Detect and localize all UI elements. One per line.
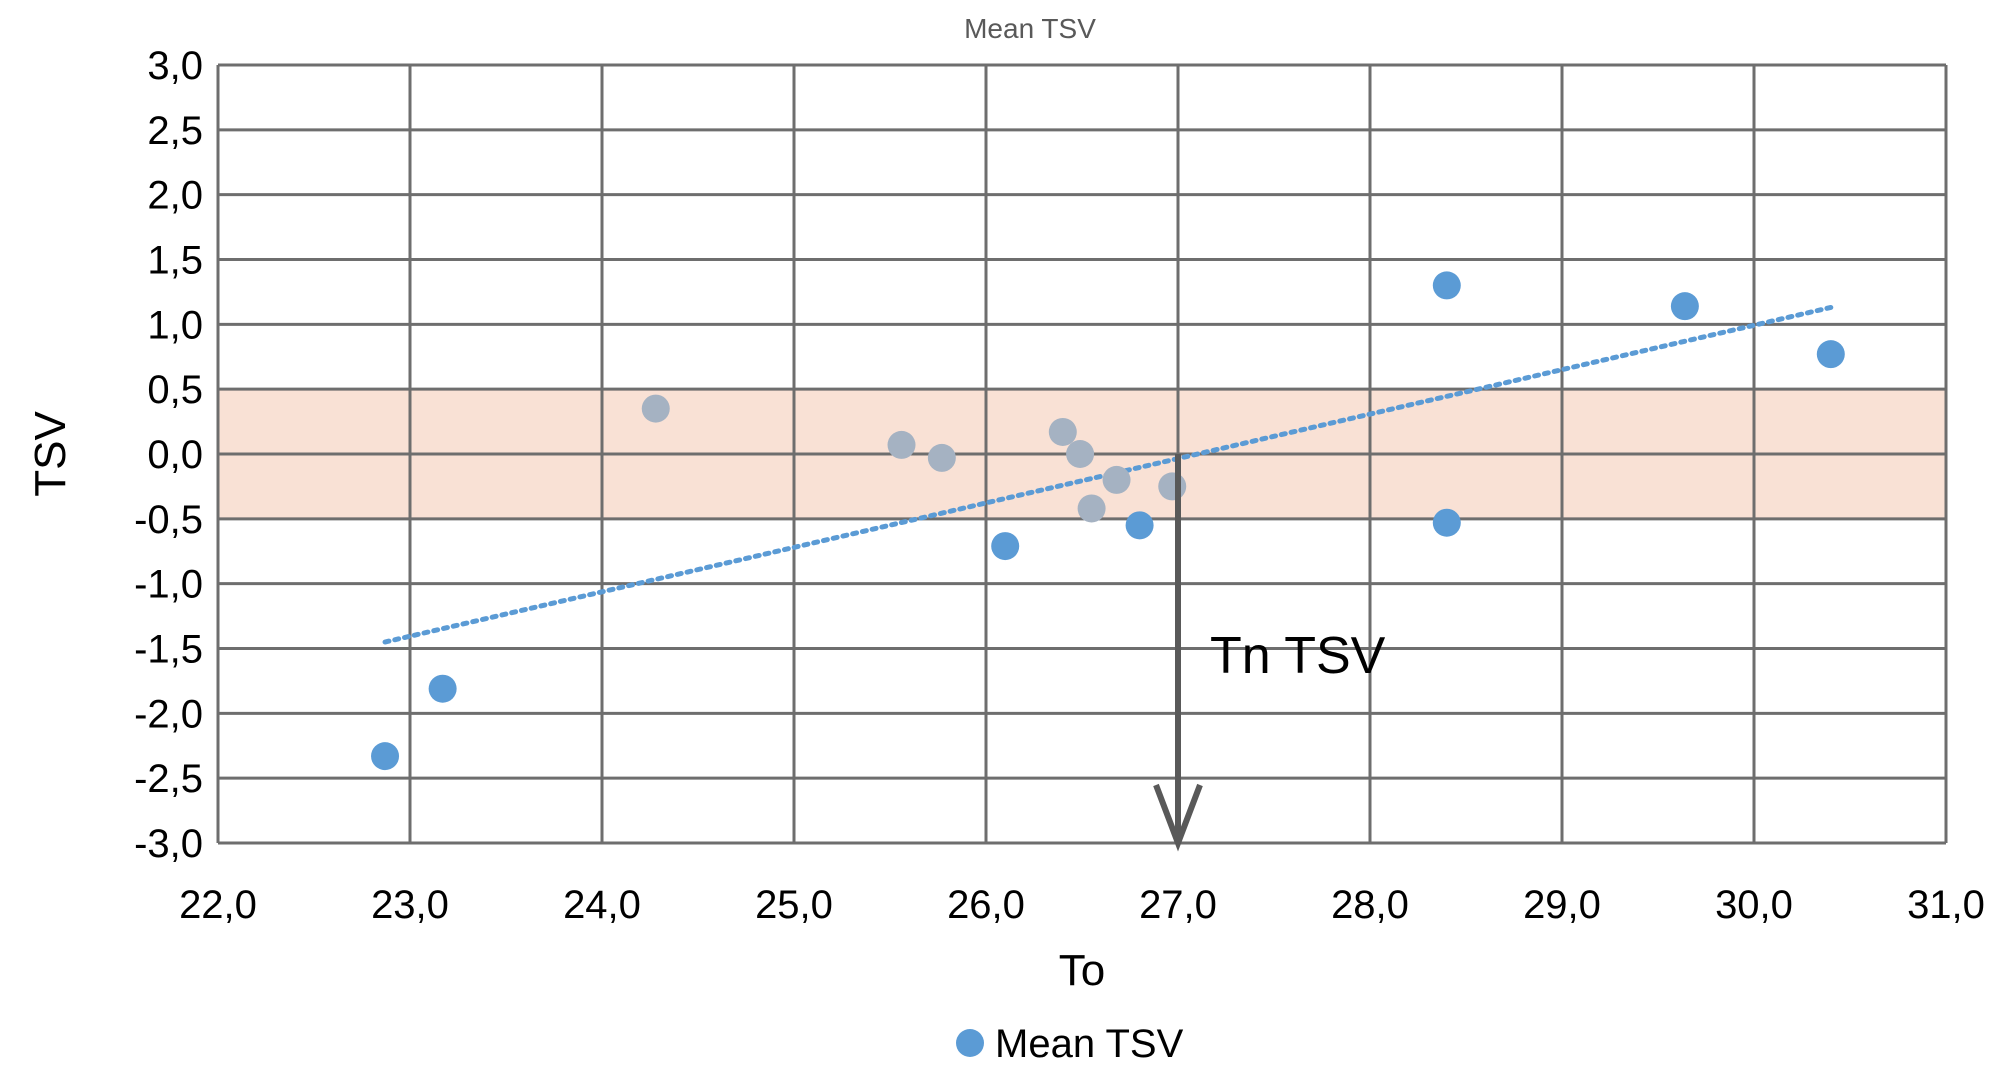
y-tick-label: -1,0 [134,563,203,607]
x-axis-label: To [1059,946,1105,995]
data-point [428,674,457,703]
x-tick-label: 24,0 [563,883,641,927]
data-point [1066,440,1095,468]
legend-marker [956,1029,984,1057]
data-point [1048,417,1077,446]
x-tick-label: 31,0 [1907,883,1985,927]
data-point [1125,511,1154,540]
legend-label: Mean TSV [995,1022,1184,1066]
data-point [371,742,400,771]
data-point [1670,292,1699,321]
data-point [1077,494,1106,523]
data-point [1816,340,1845,369]
y-tick-label: -3,0 [134,822,203,866]
x-tick-label: 29,0 [1523,883,1601,927]
y-tick-label: 2,0 [147,174,203,218]
y-tick-label: 1,5 [147,239,203,283]
y-tick-label: 0,0 [147,433,203,477]
tn-annotation: Tn TSV [1210,627,1386,685]
y-tick-label: -0,5 [134,498,203,542]
x-tick-label: 23,0 [371,883,449,927]
x-tick-label: 26,0 [947,883,1025,927]
arrow-head [1153,783,1203,852]
y-tick-label: 2,5 [147,109,203,153]
x-tick-label: 28,0 [1331,883,1409,927]
x-tick-label: 22,0 [179,883,257,927]
y-tick-label: -2,0 [134,692,203,736]
data-point [1102,465,1131,494]
data-point [887,430,916,459]
data-points [371,271,1845,771]
y-axis-label: TSV [26,411,75,497]
x-tick-label: 27,0 [1139,883,1217,927]
x-tick-label: 25,0 [755,883,833,927]
data-point [991,532,1020,561]
x-axis-ticks: 22,0 23,0 24,0 25,0 26,0 27,0 28,0 29,0 30,0 31,0 [179,883,1985,927]
x-tick-label: 30,0 [1715,883,1793,927]
y-tick-label: 1,0 [147,303,203,347]
data-point [927,443,956,472]
y-tick-label: 3,0 [147,44,203,88]
legend: Mean TSV [956,1022,1184,1066]
y-axis-ticks: 3,0 2,5 2,0 1,5 1,0 0,5 0,0 -0,5 -1,0 -1,5 -2,0 -2,… [134,44,203,866]
data-point [1432,508,1461,537]
data-point [1158,472,1187,501]
y-tick-label: -2,5 [134,757,203,801]
tn-arrow [1153,454,1203,852]
chart-title: Mean TSV [964,13,1096,44]
y-tick-label: -1,5 [134,628,203,672]
data-point [1432,271,1461,300]
y-tick-label: 0,5 [147,368,203,412]
data-point [641,394,670,423]
